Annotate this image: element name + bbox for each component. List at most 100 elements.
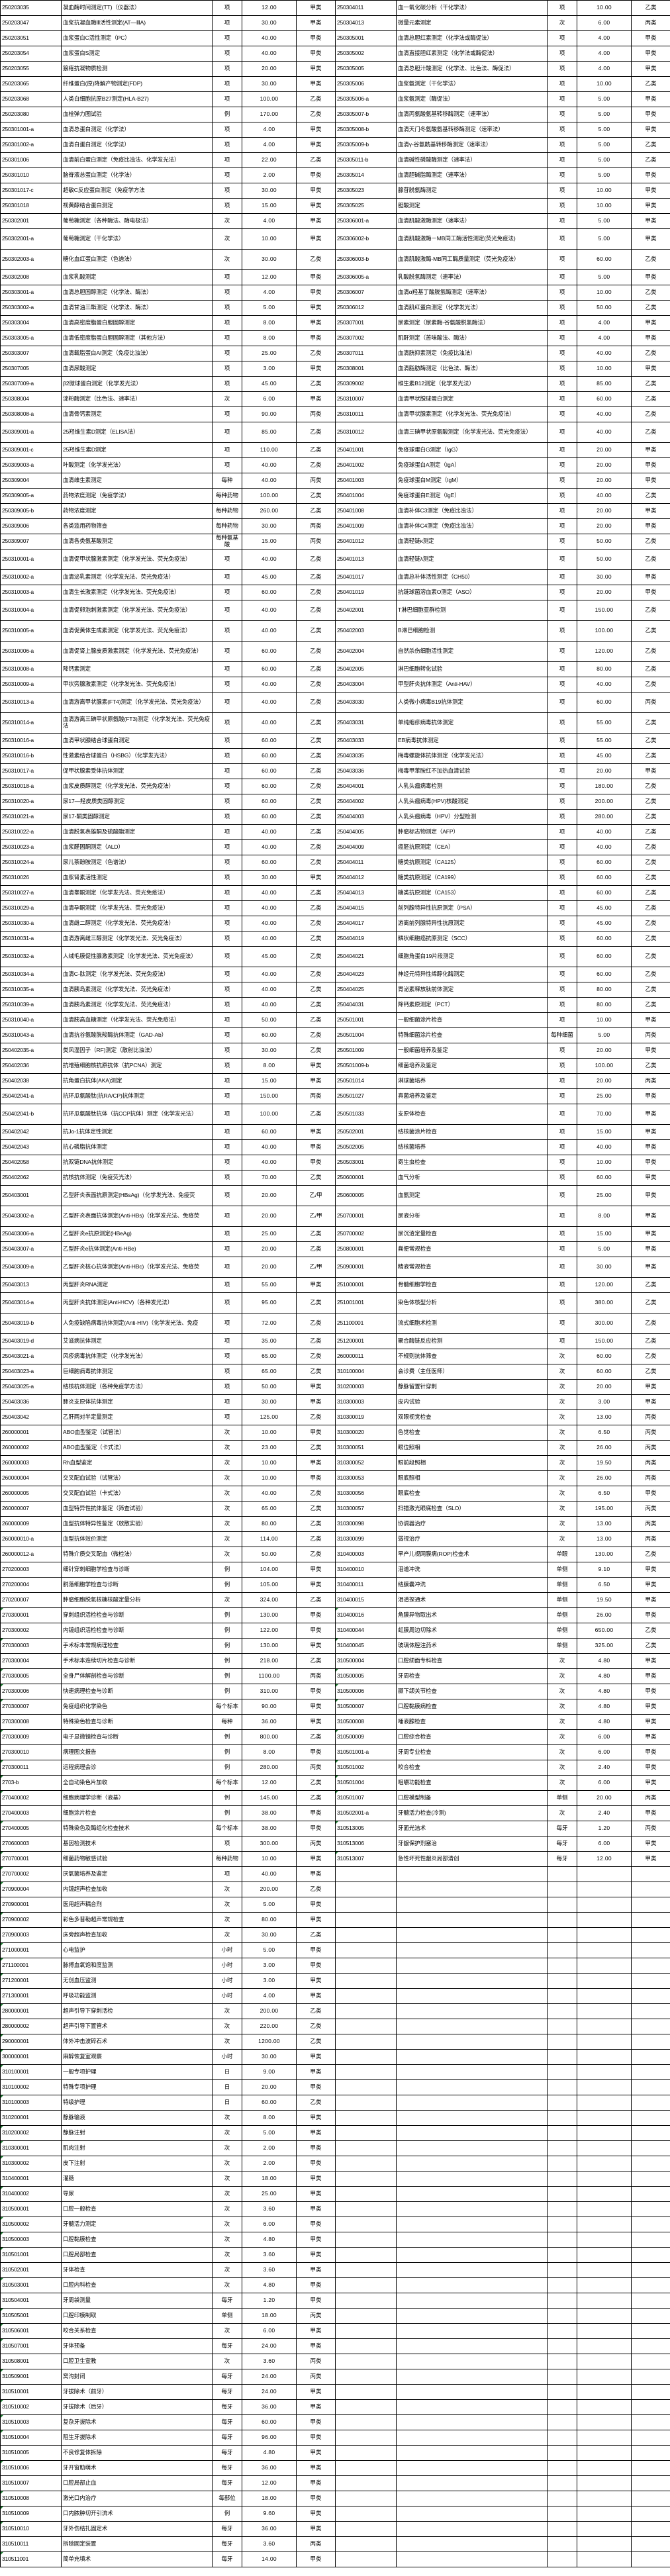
left-name-cell[interactable]: 血浆皮质醇测定（化学发光法、荧光免疫法）	[61, 779, 213, 794]
right-code-cell[interactable]: 250401013	[335, 549, 397, 570]
right-unit-cell[interactable]: 次	[547, 1486, 577, 1502]
left-name-cell[interactable]: 血浆醛固酮测定（ALD）	[61, 839, 213, 855]
left-unit-cell[interactable]: 项	[212, 1155, 242, 1170]
left-code-cell[interactable]: 250309005-a	[0, 488, 62, 504]
right-price-cell[interactable]: 13.00	[577, 1531, 632, 1547]
left-code-cell[interactable]: 270300009	[0, 1729, 62, 1745]
left-unit-cell[interactable]: 次	[212, 228, 242, 250]
right-unit-cell[interactable]: 项	[547, 391, 577, 407]
right-unit-cell[interactable]: 项	[547, 1058, 577, 1074]
right-name-cell[interactable]: 梅毒甲苯胺红不加热血清试验	[396, 763, 548, 779]
right-code-cell[interactable]: 310300051	[335, 1440, 397, 1456]
left-class-cell[interactable]: 乙类	[296, 376, 336, 392]
left-code-cell[interactable]: 310511001	[0, 2552, 62, 2567]
left-class-cell[interactable]: 甲类	[296, 2110, 336, 2126]
right-code-cell[interactable]: 310500008	[335, 1714, 397, 1730]
left-class-cell[interactable]: 乙类	[296, 1927, 336, 1943]
right-price-cell[interactable]: 40.00	[577, 422, 632, 443]
left-name-cell[interactable]: 甲状旁腺激素测定（化学发光法、荧光免疫法）	[61, 677, 213, 692]
left-name-cell[interactable]: 细胞病理学诊断（液基）	[61, 1790, 213, 1806]
right-unit-cell[interactable]: 项	[547, 473, 577, 489]
left-unit-cell[interactable]: 项	[212, 422, 242, 443]
right-class-cell[interactable]: 甲类	[631, 30, 670, 46]
right-class-cell[interactable]: 乙类	[631, 997, 670, 1013]
right-code-cell[interactable]: 251100001	[335, 1313, 397, 1334]
left-price-cell[interactable]: 96.00	[242, 2430, 297, 2446]
left-name-cell[interactable]: 乙型肝炎e抗体测定(Anti-HBe)	[61, 1241, 213, 1257]
left-name-cell[interactable]: 厌氧菌培养及鉴定	[61, 1866, 213, 1882]
left-unit-cell[interactable]: 每牙	[212, 2384, 242, 2400]
left-class-cell[interactable]: 乙类	[296, 1486, 336, 1502]
right-name-cell[interactable]: 扫描激光眼底检查（SLO）	[396, 1501, 548, 1517]
left-price-cell[interactable]: 3.60	[242, 2201, 297, 2217]
left-unit-cell[interactable]: 项	[212, 183, 242, 199]
left-code-cell[interactable]: 250403001	[0, 1185, 62, 1206]
left-unit-cell[interactable]: 项	[212, 1073, 242, 1089]
right-class-cell[interactable]: 乙类	[631, 982, 670, 998]
right-price-cell[interactable]: 20.00	[577, 503, 632, 519]
right-name-cell[interactable]: 维生素B12测定（化学发光法）	[396, 376, 548, 392]
right-price-cell[interactable]: 4.80	[577, 1684, 632, 1699]
left-price-cell[interactable]: 122.00	[242, 1623, 297, 1639]
right-price-cell[interactable]: 6.50	[577, 1486, 632, 1502]
right-name-cell[interactable]: 血清甲状腺素测定（化学发光法、荧光免疫法）	[396, 406, 548, 422]
right-unit-cell[interactable]: 次	[547, 1653, 577, 1669]
left-unit-cell[interactable]: 例	[212, 1607, 242, 1623]
right-unit-cell[interactable]: 项	[547, 1139, 577, 1155]
right-class-cell[interactable]: 甲类	[631, 1257, 670, 1278]
right-name-cell[interactable]: 血清胆碱脂酶测定（速率法）	[396, 167, 548, 183]
right-code-cell[interactable]: 250404011	[335, 855, 397, 871]
right-class-cell[interactable]: 甲类	[631, 361, 670, 377]
left-class-cell[interactable]: 丙类	[296, 2369, 336, 2385]
right-unit-cell[interactable]: 次	[547, 1455, 577, 1471]
left-class-cell[interactable]: 乙类	[296, 107, 336, 122]
right-unit-cell[interactable]: 单侧	[547, 1607, 577, 1623]
left-name-cell[interactable]: 血型抗体效价测定	[61, 1531, 213, 1547]
left-name-cell[interactable]: 血清高密度脂蛋白胆固醇测定	[61, 315, 213, 331]
left-price-cell[interactable]: 60.00	[242, 763, 297, 779]
right-unit-cell[interactable]: 项	[547, 824, 577, 840]
right-unit-cell[interactable]: 项	[547, 152, 577, 168]
left-code-cell[interactable]: 270200004	[0, 1577, 62, 1593]
left-code-cell[interactable]: 270300003	[0, 1638, 62, 1654]
right-price-cell[interactable]: 150.00	[577, 1333, 632, 1349]
left-price-cell[interactable]: 40.00	[242, 885, 297, 901]
right-class-cell[interactable]: 甲类	[631, 91, 670, 107]
left-class-cell[interactable]: 乙类	[296, 916, 336, 931]
right-code-cell[interactable]: 250501014	[335, 1073, 397, 1089]
right-price-cell[interactable]: 60.00	[577, 885, 632, 901]
left-class-cell[interactable]: 乙/甲	[296, 1257, 336, 1278]
right-price-cell[interactable]: 100.00	[577, 1058, 632, 1074]
left-price-cell[interactable]: 25.00	[242, 2186, 297, 2202]
left-class-cell[interactable]: 甲类	[296, 1155, 336, 1170]
right-code-cell[interactable]: 250403033	[335, 733, 397, 749]
right-class-cell[interactable]: 甲类	[631, 473, 670, 489]
left-name-cell[interactable]: 远程病理会诊	[61, 1760, 213, 1776]
right-code-cell[interactable]: 310513007	[335, 1851, 397, 1867]
right-name-cell[interactable]: 色觉检查	[396, 1425, 548, 1441]
right-unit-cell[interactable]: 项	[547, 1012, 577, 1028]
left-price-cell[interactable]: 50.00	[242, 1012, 297, 1028]
right-price-cell[interactable]: 60.00	[577, 1349, 632, 1364]
left-price-cell[interactable]: 45.00	[242, 946, 297, 967]
left-price-cell[interactable]: 80.00	[242, 1912, 297, 1928]
right-name-cell[interactable]: 血清补体C3测定（免疫比浊法）	[396, 503, 548, 519]
left-name-cell[interactable]: 咬合关系检查	[61, 2323, 213, 2339]
left-unit-cell[interactable]: 项	[212, 122, 242, 138]
left-code-cell[interactable]: 250310030-a	[0, 916, 62, 931]
left-code-cell[interactable]: 250309004	[0, 473, 62, 489]
left-unit-cell[interactable]: 项	[212, 870, 242, 886]
left-name-cell[interactable]: 内镜组织活检检查与诊断	[61, 1623, 213, 1639]
left-code-cell[interactable]: 250303002-a	[0, 300, 62, 316]
left-name-cell[interactable]: 血清雌二醇测定（化学发光法、荧光免疫法）	[61, 916, 213, 931]
right-name-cell[interactable]: 早产儿视网膜病(ROP)检查术	[396, 1547, 548, 1562]
right-code-cell[interactable]: 250402004	[335, 641, 397, 662]
left-price-cell[interactable]: 1200.00	[242, 2034, 297, 2050]
right-class-cell[interactable]: 甲类	[631, 503, 670, 519]
right-price-cell[interactable]: 50.00	[577, 534, 632, 549]
left-name-cell[interactable]: 快速病理检查与诊断	[61, 1684, 213, 1699]
left-name-cell[interactable]: 血浆蛋白S测定	[61, 46, 213, 62]
right-price-cell[interactable]: 20.00	[577, 585, 632, 600]
right-name-cell[interactable]: 尿素测定（尿素酶-谷氨酸脱氢酶法）	[396, 315, 548, 331]
left-class-cell[interactable]: 甲类	[296, 1470, 336, 1486]
